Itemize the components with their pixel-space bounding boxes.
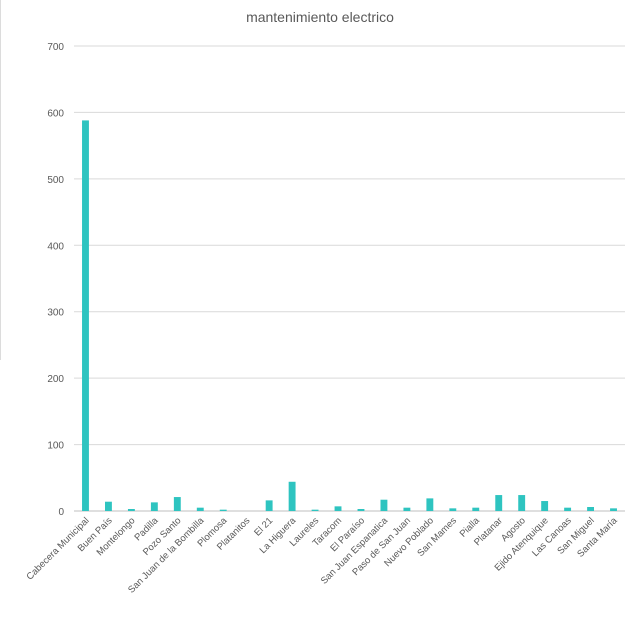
bar-el-para-so [357, 509, 365, 511]
y-tick-label: 300 [47, 308, 64, 319]
bar-cabecera-municipal [82, 120, 89, 512]
y-tick-label: 100 [47, 441, 64, 452]
bars [82, 120, 617, 512]
chart-title: mantenimiento electrico [246, 9, 394, 25]
y-tick-label: 0 [58, 507, 64, 518]
bar-las-canoas [564, 507, 572, 511]
y-axis-ticks: 0 100 200 300 400 500 600 700 [47, 42, 64, 518]
bar-buen-pa-s [104, 501, 112, 511]
bar-taracom [334, 506, 342, 511]
y-tick-label: 500 [47, 175, 64, 186]
y-tick-label: 600 [47, 108, 64, 119]
bar-platanar [495, 495, 503, 511]
bar-padilla [150, 502, 158, 511]
bar-san-mames [449, 508, 457, 511]
y-tick-label: 200 [47, 374, 64, 385]
bar-montelongo [127, 509, 135, 511]
gridlines [74, 45, 625, 512]
bar-nuevo-poblado [426, 498, 434, 511]
bar-plomosa [219, 509, 227, 511]
bar-laureles [311, 509, 319, 511]
bar-san-juan-espanatica [380, 499, 388, 511]
bar-la-higuera [288, 481, 296, 511]
bar-ejido-atenquique [541, 501, 549, 511]
bar-san-miguel [587, 507, 595, 511]
panel-edge [0, 0, 1, 360]
bar-el-21 [265, 500, 273, 511]
bar-pialla [472, 507, 480, 511]
bar-pozo-santo [173, 497, 181, 511]
bar-paso-de-san-juan [403, 507, 411, 511]
bar-santa-mar-a [610, 508, 617, 511]
bar-san-juan-de-la-bombilla [196, 507, 204, 511]
bar-agosto [518, 495, 526, 511]
y-tick-label: 400 [47, 241, 64, 252]
y-tick-label: 700 [47, 42, 64, 53]
